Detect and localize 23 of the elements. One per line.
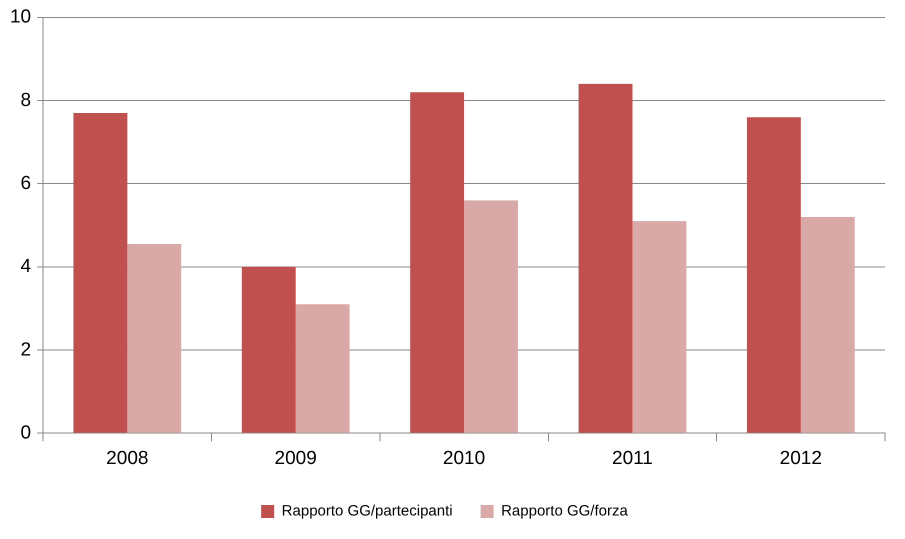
bar	[296, 304, 350, 433]
x-tick-label: 2009	[274, 448, 317, 469]
bar	[578, 84, 632, 433]
bar	[464, 200, 518, 433]
x-tick-label: 2011	[612, 448, 653, 469]
bar	[746, 117, 801, 433]
bar	[800, 216, 855, 433]
legend-label: Rapporto GG/forza	[501, 502, 628, 520]
y-tick-label: 10	[10, 6, 32, 28]
bar	[127, 244, 182, 433]
x-tick-label: 2008	[106, 448, 148, 469]
legend-label: Rapporto GG/partecipanti	[282, 502, 453, 520]
y-tick-label: 0	[20, 422, 32, 444]
y-tick-label: 2	[20, 339, 32, 360]
x-tick-label: 2010	[442, 448, 486, 469]
y-tick-label: 4	[20, 256, 32, 278]
y-tick-label: 6	[20, 172, 32, 194]
y-tick-label: 8	[20, 90, 32, 111]
bar	[73, 113, 128, 433]
bar	[632, 221, 686, 433]
bar	[242, 266, 296, 433]
bar	[410, 92, 464, 433]
x-tick-label: 2012	[780, 448, 822, 469]
